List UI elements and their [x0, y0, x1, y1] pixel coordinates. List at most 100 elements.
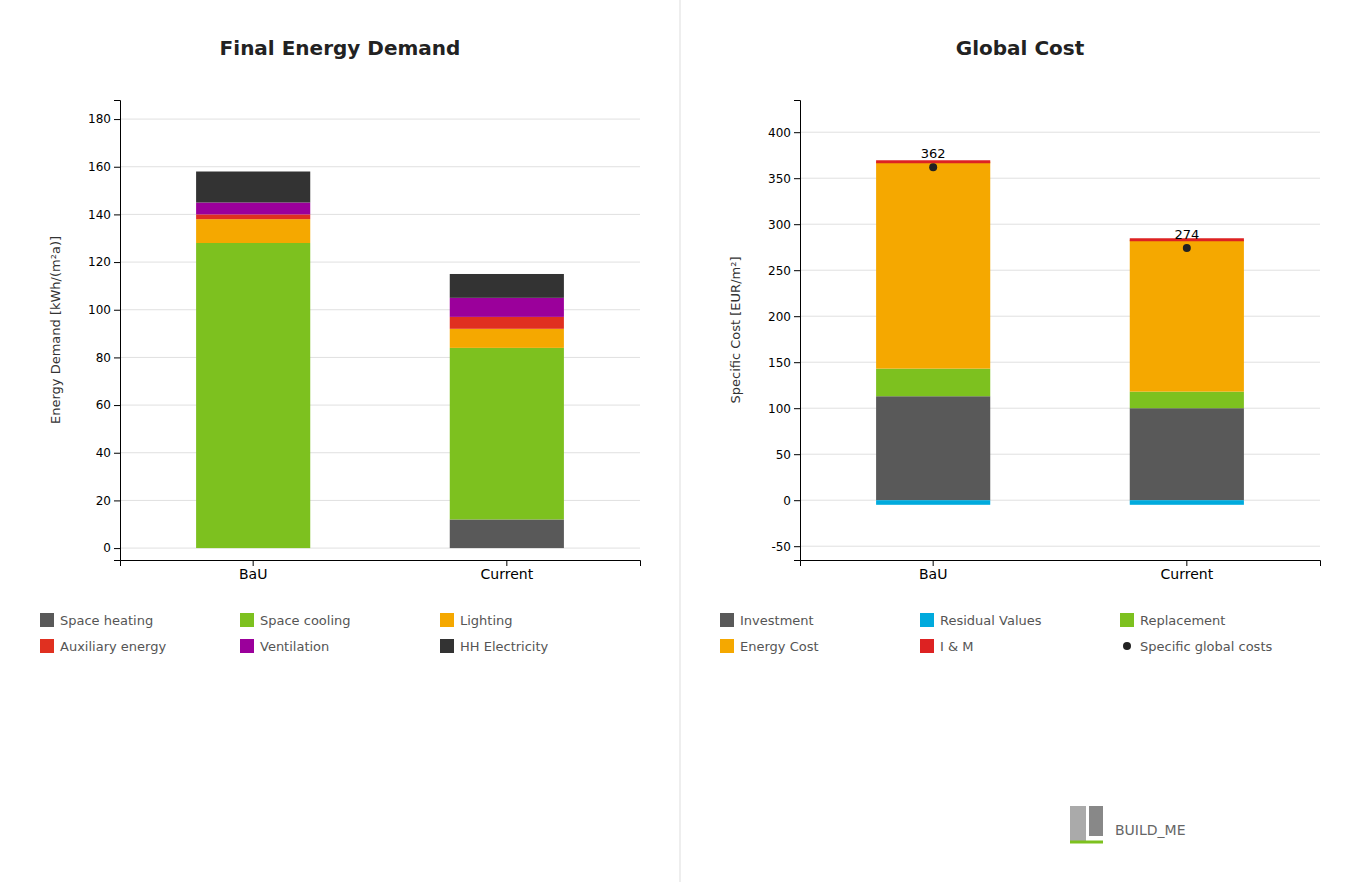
- chart: Final Energy Demand020406080100120140160…: [40, 36, 641, 654]
- logo-icon: [1089, 806, 1103, 836]
- y-tick: 50: [776, 448, 800, 462]
- y-tick: 140: [88, 208, 120, 222]
- y-tick: 20: [96, 494, 120, 508]
- y-axis-title: Energy Demand [kWh/(m²a)]: [48, 236, 63, 424]
- y-tick: 100: [88, 303, 120, 317]
- bar-segment: [1130, 392, 1244, 409]
- bar-segment: [1130, 240, 1244, 392]
- tick-mark: [794, 224, 800, 225]
- marks: [196, 172, 564, 549]
- bar-segment: [1130, 408, 1244, 500]
- y-tick: 400: [768, 126, 800, 140]
- data-labels: 362274: [921, 146, 1199, 242]
- legend: Space heatingSpace coolingLightingAuxili…: [40, 613, 549, 654]
- y-tick-label: 80: [96, 351, 111, 365]
- legend-item: HH Electricity: [440, 639, 549, 654]
- tick-mark: [114, 262, 120, 263]
- tick-mark: [794, 362, 800, 363]
- grid: [120, 119, 640, 548]
- y-tick-label: 100: [768, 402, 791, 416]
- logo-icon: [1070, 806, 1086, 842]
- tick-mark: [114, 548, 120, 549]
- legend: InvestmentResidual ValuesReplacementEner…: [720, 613, 1272, 654]
- bar-segment: [450, 329, 564, 348]
- axis-line: [121, 561, 641, 567]
- legend-label: Residual Values: [940, 613, 1042, 628]
- bar-segment: [450, 317, 564, 329]
- y-tick-label: 20: [96, 494, 111, 508]
- x-tick: BaU: [919, 560, 947, 582]
- y-tick-label: 400: [768, 126, 791, 140]
- grid-line: [800, 132, 1320, 133]
- y-tick: -50: [771, 540, 800, 554]
- x-tick-label: Current: [481, 566, 534, 582]
- y-tick: 150: [768, 356, 800, 370]
- y-tick-label: 350: [768, 172, 791, 186]
- legend-item: Ventilation: [240, 639, 329, 654]
- tick-mark: [114, 167, 120, 168]
- legend-swatch: [1120, 613, 1134, 627]
- panel-divider: [680, 0, 681, 882]
- legend-label: I & M: [940, 639, 973, 654]
- tick-mark: [114, 119, 120, 120]
- grid: [800, 132, 1320, 546]
- legend-item: Investment: [720, 613, 814, 628]
- data-label: 274: [1174, 227, 1199, 242]
- bar-segment: [196, 202, 310, 214]
- grid-line: [800, 546, 1320, 547]
- tick-mark: [794, 454, 800, 455]
- logo-icon: [1070, 841, 1103, 844]
- tick-mark: [794, 178, 800, 179]
- y-tick-label: 0: [783, 494, 791, 508]
- x-tick-label: BaU: [919, 566, 947, 582]
- legend-label: Specific global costs: [1140, 639, 1272, 654]
- tick-mark: [794, 316, 800, 317]
- bar-segment: [450, 274, 564, 298]
- legend-swatch: [720, 639, 734, 653]
- bar-segment: [196, 214, 310, 219]
- y-tick: 180: [88, 112, 120, 126]
- y-tick: 40: [96, 446, 120, 460]
- grid-line: [120, 119, 640, 120]
- bar-segment: [876, 369, 990, 397]
- y-tick-label: -50: [771, 540, 791, 554]
- y-tick-label: 50: [776, 448, 791, 462]
- y-tick: 300: [768, 218, 800, 232]
- tick-mark: [114, 357, 120, 358]
- bar-segment: [450, 298, 564, 317]
- bar-segment: [196, 219, 310, 243]
- tick-mark: [114, 500, 120, 501]
- x-tick: BaU: [239, 560, 267, 582]
- y-axis: 020406080100120140160180: [88, 101, 120, 561]
- legend-item: I & M: [920, 639, 973, 654]
- legend-item: Space heating: [40, 613, 153, 628]
- y-tick-label: 140: [88, 208, 111, 222]
- legend-swatch: [440, 613, 454, 627]
- y-tick: 200: [768, 310, 800, 324]
- grid-line: [120, 166, 640, 167]
- legend-label: Energy Cost: [740, 639, 819, 654]
- y-tick-label: 120: [88, 255, 111, 269]
- axis-line: [114, 101, 121, 561]
- bar-segment: [876, 396, 990, 500]
- y-tick: 60: [96, 398, 120, 412]
- bar-segment: [1130, 500, 1244, 505]
- legend-swatch: [40, 613, 54, 627]
- tick-mark: [794, 270, 800, 271]
- legend-label: Auxiliary energy: [60, 639, 166, 654]
- legend-item: Residual Values: [920, 613, 1042, 628]
- y-tick: 80: [96, 351, 120, 365]
- y-tick-label: 60: [96, 398, 111, 412]
- y-tick-label: 40: [96, 446, 111, 460]
- y-tick-label: 250: [768, 264, 791, 278]
- legend-label: Ventilation: [260, 639, 329, 654]
- y-tick: 120: [88, 255, 120, 269]
- annotation: BUILD_ME: [1115, 822, 1186, 838]
- legend-swatch: [40, 639, 54, 653]
- y-axis: -50 0 50 100 150 200 250 300 350 400: [768, 101, 800, 561]
- tick-mark: [794, 132, 800, 133]
- legend-swatch: [920, 639, 934, 653]
- y-tick: 350: [768, 172, 800, 186]
- y-tick-label: 300: [768, 218, 791, 232]
- tick-mark: [794, 408, 800, 409]
